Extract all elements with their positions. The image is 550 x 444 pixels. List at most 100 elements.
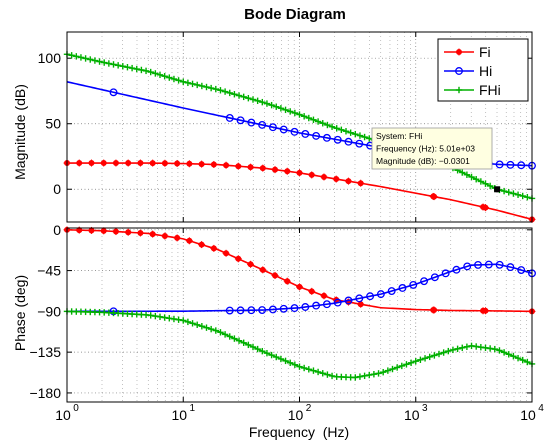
data-point: [277, 105, 285, 112]
data-point: [82, 55, 89, 62]
data-point: [409, 280, 418, 289]
data-point: [271, 166, 279, 174]
data-point: [296, 111, 303, 118]
datatip-frequency: Frequency (Hz): 5.01e+03: [376, 144, 475, 154]
data-point: [290, 304, 299, 313]
data-point: [459, 169, 466, 176]
data-point: [247, 306, 256, 315]
data-point: [452, 265, 461, 274]
data-point: [310, 367, 317, 374]
datatip-marker[interactable]: [494, 186, 501, 193]
chart-title: Bode Diagram: [244, 6, 346, 23]
data-point: [320, 292, 328, 300]
legend[interactable]: Fi Hi FHi: [437, 38, 529, 102]
data-point: [482, 180, 489, 187]
data-point: [87, 159, 95, 167]
data-point: [319, 370, 326, 377]
data-point: [194, 81, 201, 89]
data-point: [398, 284, 407, 292]
data-point: [517, 161, 526, 170]
data-point: [300, 113, 308, 120]
data-point: [156, 313, 164, 321]
legend-entry-fi[interactable]: Fi: [444, 44, 491, 60]
legend-entry-fhi[interactable]: FHi: [444, 82, 501, 98]
legend-entry-hi[interactable]: Hi: [444, 63, 492, 79]
datatip[interactable]: System: FHi Frequency (Hz): 5.01e+03 Magni…: [371, 127, 501, 193]
data-point: [384, 367, 392, 374]
data-point: [376, 290, 385, 299]
data-point: [101, 59, 108, 66]
data-point: [254, 345, 261, 353]
data-point: [514, 191, 522, 198]
data-point: [431, 352, 438, 359]
data-point: [463, 343, 471, 350]
y-tick-label: −90: [37, 303, 61, 319]
data-point: [166, 74, 173, 81]
datatip-system: System: FHi: [376, 131, 422, 141]
data-point: [210, 244, 218, 252]
data-point: [324, 121, 331, 129]
data-point: [495, 260, 504, 269]
data-point: [268, 305, 277, 314]
data-point: [361, 372, 368, 380]
data-point: [231, 335, 238, 342]
data-point: [207, 325, 215, 333]
data-point: [403, 361, 410, 368]
data-point: [236, 116, 245, 125]
data-point: [310, 116, 317, 123]
data-point: [463, 262, 472, 271]
data-point: [279, 304, 288, 313]
data-point: [380, 368, 387, 376]
data-point: [217, 329, 224, 336]
x-axis-label: Frequency (Hz): [249, 424, 349, 440]
data-point: [184, 318, 192, 326]
data-point: [100, 159, 108, 167]
data-point: [138, 66, 145, 74]
data-point: [290, 127, 299, 136]
data-point: [133, 65, 140, 73]
data-point: [271, 271, 279, 279]
data-point: [180, 317, 187, 324]
series-hi: [66, 260, 536, 316]
data-point: [398, 362, 405, 370]
data-point: [517, 266, 526, 275]
data-point: [258, 120, 267, 129]
data-point: [225, 306, 234, 315]
data-point: [259, 164, 267, 172]
y-tick-label: −180: [29, 385, 61, 401]
data-point: [344, 137, 353, 146]
data-point: [258, 306, 267, 315]
data-point: [291, 361, 299, 368]
data-point: [328, 372, 336, 380]
data-point: [387, 287, 396, 295]
data-point: [161, 73, 168, 80]
data-point: [283, 167, 291, 175]
data-point: [175, 77, 182, 84]
data-point: [203, 324, 210, 331]
data-point: [473, 176, 480, 183]
data-point: [393, 364, 401, 371]
data-point: [222, 249, 230, 257]
data-point: [75, 159, 83, 167]
data-point: [319, 120, 326, 127]
data-point: [305, 114, 312, 122]
data-point: [170, 75, 178, 83]
data-point: [355, 294, 364, 303]
data-point: [412, 358, 419, 365]
data-point: [430, 273, 439, 282]
data-point: [245, 94, 252, 102]
data-point: [236, 306, 245, 315]
data-point: [505, 351, 512, 358]
x-tick-exponent: 3: [422, 403, 428, 414]
data-point: [429, 306, 437, 314]
data-point: [474, 260, 482, 269]
data-point: [222, 161, 230, 169]
x-tick-label: 10: [171, 407, 187, 423]
data-point: [357, 179, 365, 187]
data-point: [495, 160, 504, 169]
data-point: [156, 71, 164, 79]
x-tick-exponent: 4: [538, 403, 544, 414]
data-point: [147, 312, 154, 319]
data-point: [312, 131, 321, 140]
